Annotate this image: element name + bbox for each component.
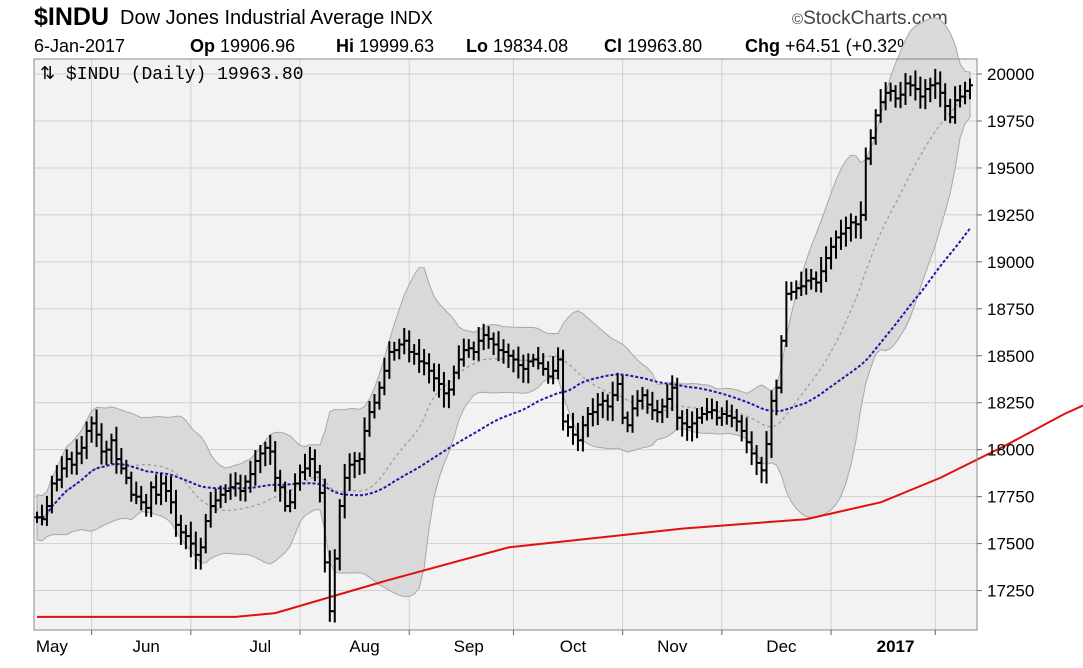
y-tick-label: 18000	[987, 441, 1034, 460]
close-label: Cl	[604, 36, 622, 56]
y-tick-label: 17750	[987, 488, 1034, 507]
y-tick-label: 18500	[987, 347, 1034, 366]
x-tick-label: Dec	[766, 637, 797, 656]
quote-date: 6-Jan-2017	[34, 36, 126, 56]
y-tick-label: 19500	[987, 159, 1034, 178]
updown-arrows-icon: ⇅	[40, 65, 66, 85]
x-tick-label: 2017	[877, 637, 915, 656]
close-value: 19963.80	[627, 36, 703, 56]
plot-frame	[33, 58, 978, 631]
sma-200-line	[37, 404, 1083, 618]
index-name: Dow Jones Industrial Average INDX	[120, 7, 433, 30]
exchange-code: INDX	[389, 8, 433, 28]
close-quote: Cl 19963.80	[604, 36, 702, 57]
ohlc-bars	[34, 68, 973, 623]
low-quote: Lo 19834.08	[466, 36, 568, 57]
x-axis: May Jun Jul Aug Sep Oct Nov Dec 2017	[36, 630, 936, 656]
x-tick-label: Nov	[657, 637, 688, 656]
y-tick-label: 18750	[987, 300, 1034, 319]
brand-label[interactable]: ©StockCharts.com	[792, 8, 948, 30]
index-full-name: Dow Jones Industrial Average	[120, 7, 385, 29]
y-axis: 17250 17500 17750 18000 18250 18500 18750 19000…	[977, 65, 1034, 601]
x-tick-label: May	[36, 637, 69, 656]
x-tick-label: Jul	[249, 637, 271, 656]
high-quote: Hi 19999.63	[336, 36, 434, 57]
open-quote: Op 19906.96	[190, 36, 295, 57]
y-tick-label: 19250	[987, 206, 1034, 225]
y-tick-label: 19750	[987, 112, 1034, 131]
y-tick-label: 19000	[987, 253, 1034, 272]
low-label: Lo	[466, 36, 488, 56]
change-quote: Chg +64.51 (+0.32%) ▲	[745, 36, 938, 57]
y-tick-label: 20000	[987, 65, 1034, 84]
x-tick-label: Oct	[560, 637, 587, 656]
ohlc-bar	[967, 78, 973, 100]
x-tick-label: Sep	[454, 637, 484, 656]
y-tick-label: 17500	[987, 535, 1034, 554]
sma-50-line	[36, 227, 971, 520]
copyright-icon: ©	[792, 11, 804, 28]
y-tick-label: 18250	[987, 394, 1034, 413]
open-label: Op	[190, 36, 215, 56]
change-value: +64.51 (+0.32%)	[785, 36, 920, 56]
x-tick-label: Jun	[132, 637, 159, 656]
chart-legend-text: $INDU (Daily) 19963.80	[66, 65, 304, 85]
high-value: 19999.63	[359, 36, 435, 56]
y-tick-label: 17250	[987, 582, 1034, 601]
ticker-symbol: $INDU	[34, 3, 110, 31]
open-value: 19906.96	[220, 36, 296, 56]
high-label: Hi	[336, 36, 354, 56]
chart-legend: ⇅ $INDU (Daily) 19963.80	[40, 65, 304, 85]
x-tick-label: Aug	[349, 637, 379, 656]
change-label: Chg	[745, 36, 780, 56]
brand-name: StockCharts.com	[803, 8, 948, 29]
low-value: 19834.08	[493, 36, 569, 56]
